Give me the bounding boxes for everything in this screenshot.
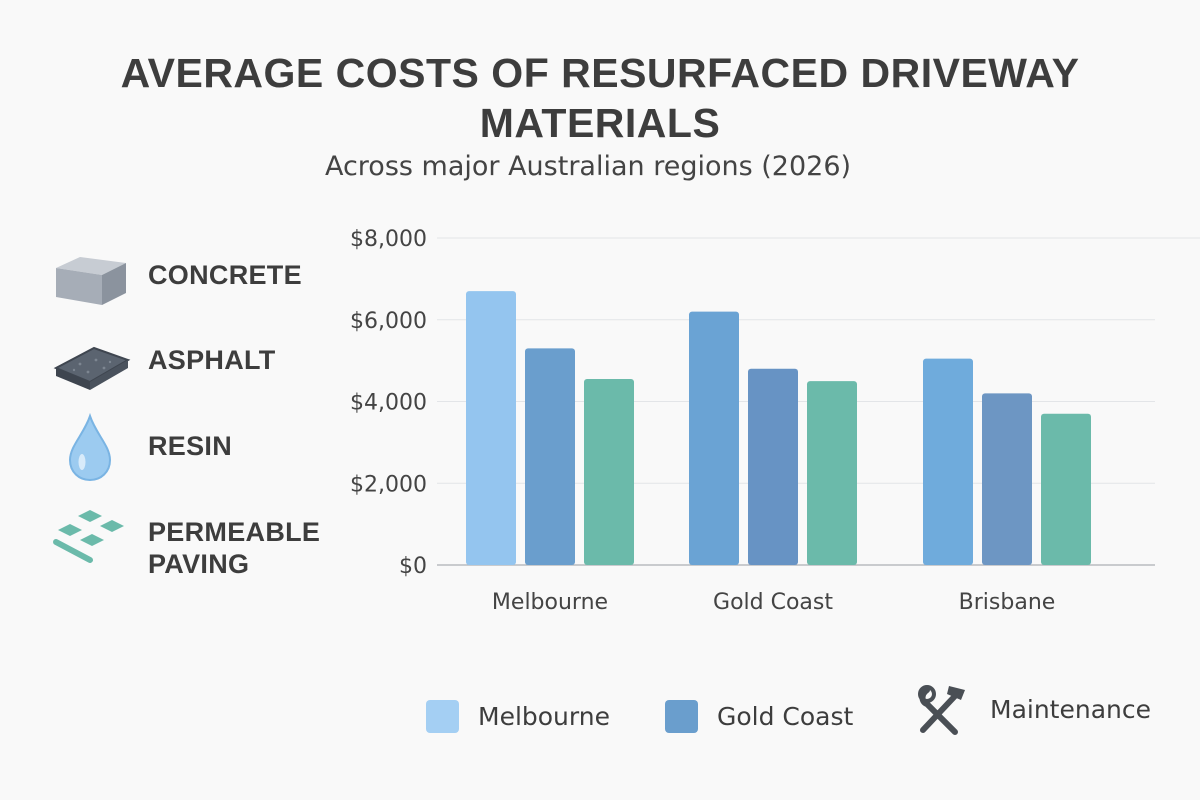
legend-item-gold-coast: Gold Coast xyxy=(665,700,853,733)
bar xyxy=(1041,413,1091,565)
legend-swatch xyxy=(665,700,698,733)
chart-subtitle: Across major Australian regions (2026) xyxy=(324,151,852,182)
y-tick-label: $0 xyxy=(399,554,427,579)
permeable-paving-icon xyxy=(53,510,124,563)
legend-label: Gold Coast xyxy=(717,702,854,731)
bar xyxy=(584,379,634,565)
material-permeable-paving: PERMEABLE PAVING xyxy=(50,508,320,588)
bar xyxy=(525,348,575,565)
material-label: PERMEABLE PAVING xyxy=(148,517,321,579)
y-tick-label: $6,000 xyxy=(350,309,427,334)
bar xyxy=(807,381,857,565)
y-tick-label: $2,000 xyxy=(350,472,427,497)
x-axis-categories: Melbourne Gold Coast Brisbane xyxy=(492,590,1055,615)
bar xyxy=(466,291,516,565)
x-category-label: Gold Coast xyxy=(713,590,833,615)
chart-title: AVERAGE COSTS OF RESURFACED DRIVEWAY MAT… xyxy=(120,50,1080,146)
legend-item-melbourne: Melbourne xyxy=(426,700,610,733)
concrete-block-icon xyxy=(56,257,126,305)
bar xyxy=(982,393,1032,565)
legend-label: Melbourne xyxy=(478,702,610,731)
resin-drop-icon xyxy=(68,412,112,482)
legend-swatch xyxy=(426,700,459,733)
legend-item-maintenance: Maintenance xyxy=(915,680,1151,738)
material-label: CONCRETE xyxy=(148,260,302,290)
asphalt-slab-icon xyxy=(53,346,131,390)
y-axis-ticks: $0 $2,000 $4,000 $6,000 $8,000 xyxy=(350,227,427,579)
material-label: ASPHALT xyxy=(148,345,276,375)
bars xyxy=(466,291,1091,565)
x-category-label: Melbourne xyxy=(492,590,608,615)
legend-label: Maintenance xyxy=(990,694,1151,724)
y-tick-label: $4,000 xyxy=(350,391,427,416)
material-resin: RESIN xyxy=(50,406,232,486)
bar xyxy=(748,368,798,565)
bar xyxy=(923,358,973,565)
y-tick-label: $8,000 xyxy=(350,227,427,252)
material-concrete: CONCRETE xyxy=(50,235,302,315)
wrench-hammer-icon xyxy=(918,685,965,735)
material-asphalt: ASPHALT xyxy=(50,320,276,400)
material-label: RESIN xyxy=(148,431,233,461)
bar xyxy=(689,311,739,565)
x-category-label: Brisbane xyxy=(959,590,1056,615)
